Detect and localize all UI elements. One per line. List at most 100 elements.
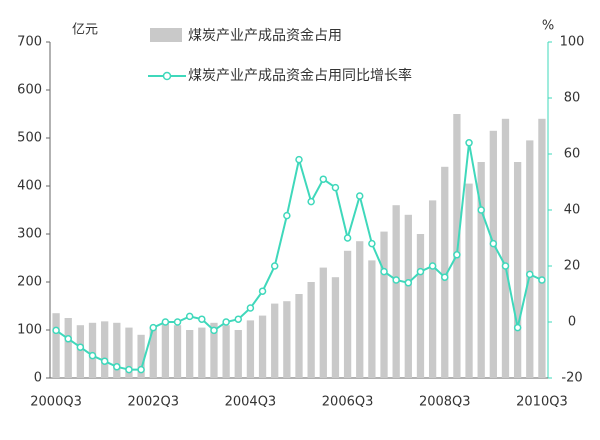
point [307,197,315,206]
legend-label: 煤炭产业产成品资金占用同比增长率 [188,67,412,84]
bar [113,322,121,378]
y2-tick-label: 20 [564,259,581,274]
bar [477,162,485,378]
point [173,318,182,326]
y-tick-label: 500 [17,131,42,146]
point [501,262,510,270]
bar [501,118,510,379]
point [416,267,425,276]
bar [271,303,279,378]
bar [222,325,230,378]
x-tick-label: 2000Q3 [30,395,82,410]
point [246,304,255,312]
bar [198,327,206,378]
bar [465,183,473,378]
y2-tick-label: 100 [560,35,585,50]
bar [258,315,267,378]
point [441,273,449,281]
point [88,351,97,360]
point [185,312,194,321]
point [489,239,498,248]
point [453,251,461,259]
point [428,262,437,270]
bar [319,267,327,378]
bar [149,327,157,378]
bar [526,140,534,378]
bar [246,320,255,378]
point [513,323,522,332]
point [100,357,109,365]
point [404,279,413,287]
x-tick-label: 2006Q3 [322,395,374,410]
bar [380,231,388,378]
point [392,276,400,284]
y2-tick-label: 80 [564,91,581,106]
x-tick-label: 2002Q3 [127,395,179,410]
bar [137,334,145,378]
bar [52,313,60,378]
point [198,315,206,323]
point [210,326,218,335]
point [283,211,291,220]
bar [489,130,497,378]
point [331,183,340,192]
bar [88,322,97,378]
point [113,363,121,371]
point [465,139,473,147]
y-tick-label: 400 [17,179,42,194]
bar [64,318,72,378]
point [125,365,133,374]
legend-swatch [150,28,182,42]
x-tick-label: 2008Q3 [419,395,471,410]
legend-swatch [162,71,172,81]
bar [307,282,315,378]
point [52,326,60,335]
bar [392,205,400,378]
bar [404,214,412,378]
bar [538,118,546,379]
bar [416,234,425,378]
point [222,318,230,326]
bar [210,322,218,378]
bar [513,162,522,378]
y-tick-label: 600 [17,83,42,98]
point [526,270,534,279]
y-tick-label: 100 [17,323,42,338]
point [319,175,328,183]
point [368,239,376,248]
y-axis-label: 亿元 [72,23,98,38]
bar [101,321,109,378]
point [477,206,485,214]
point [295,155,303,164]
y-tick-label: 700 [17,35,42,50]
bar [441,166,449,378]
point [64,335,72,343]
point [270,262,279,270]
point [76,343,85,351]
point [538,276,546,284]
bar [76,325,85,378]
y2-tick-label: 40 [564,203,581,218]
bar [173,325,182,378]
y2-tick-label: -20 [561,371,582,386]
bar [186,330,194,378]
point [161,318,170,326]
y-tick-label: 0 [34,371,42,386]
legend-label: 煤炭产业产成品资金占用 [188,28,342,44]
x-tick-label: 2004Q3 [225,395,277,410]
point [137,365,145,374]
y2-tick-label: 0 [568,315,576,330]
bar [125,327,133,378]
bar [356,241,364,378]
point [234,315,243,323]
bar [283,301,291,378]
bar [331,277,340,378]
y2-axis-label: % [542,19,554,34]
y-tick-label: 300 [17,227,42,242]
point [149,323,157,332]
y2-tick-label: 60 [564,147,581,162]
point [355,192,364,200]
x-tick-label: 2010Q3 [516,395,568,410]
point [343,234,352,242]
